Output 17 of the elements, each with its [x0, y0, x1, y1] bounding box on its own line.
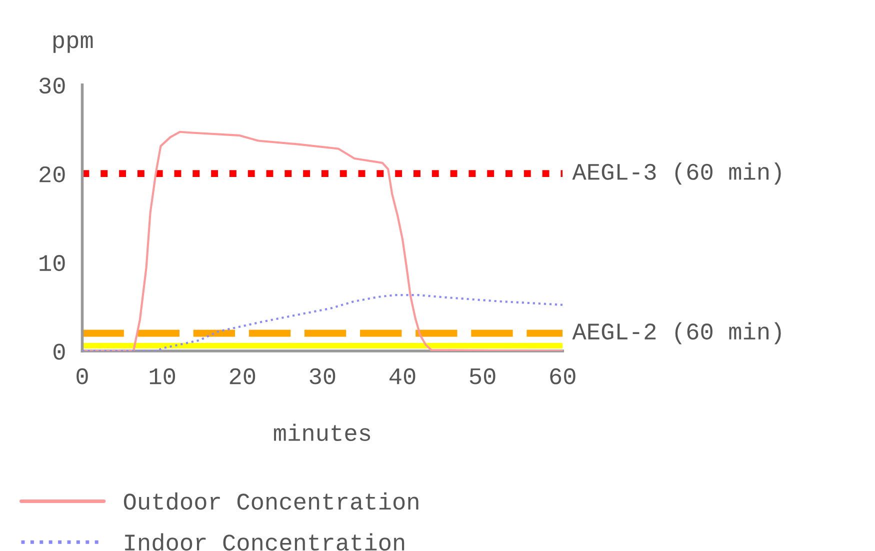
ref-line-label: AEGL-2 (60 min): [572, 322, 781, 344]
x-tick-label: 40: [390, 368, 416, 384]
x-tick-label: 0: [76, 368, 88, 384]
x-tick-label: 60: [550, 368, 576, 384]
y-axis-title: ppm: [53, 35, 93, 53]
x-tick-label: 20: [230, 368, 256, 384]
x-tick-label: 10: [150, 368, 176, 384]
legend-label: Outdoor Concentration: [124, 492, 418, 510]
x-tick-label: 30: [310, 368, 336, 384]
x-tick-label: 50: [470, 368, 496, 384]
y-tick-label: 30: [39, 78, 65, 94]
y-tick-label: 10: [40, 255, 65, 272]
y-tick-label: 20: [40, 166, 65, 182]
ref-line-label: AEGL-3 (60 min): [572, 162, 781, 185]
x-axis-title: minutes: [274, 424, 370, 442]
y-tick-label: 0: [54, 344, 65, 360]
legend-label: Indoor Concentration: [125, 533, 404, 551]
